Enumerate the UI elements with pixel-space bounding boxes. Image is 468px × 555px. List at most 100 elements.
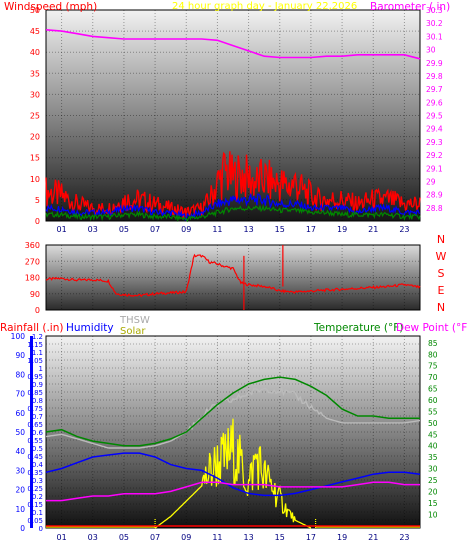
temp-x-tick: 21 xyxy=(368,533,378,542)
barometer-tick: 29.1 xyxy=(426,164,443,173)
wind-x-tick: 21 xyxy=(368,225,378,234)
rainfall-tick: 0.75 xyxy=(27,405,43,413)
compass-label: S xyxy=(438,267,445,280)
rainfall-tick: 0.4 xyxy=(32,461,44,469)
compass-label: N xyxy=(437,233,445,246)
solar-label: Solar xyxy=(120,326,146,337)
rainfall-tick: 0.6 xyxy=(32,429,44,437)
direction-tick: 360 xyxy=(25,241,40,250)
temperature-tick: 50 xyxy=(428,419,438,428)
temperature-tick: 10 xyxy=(428,510,438,519)
temp-x-tick: 11 xyxy=(212,533,222,542)
barometer-tick: 29.2 xyxy=(426,151,443,160)
wind-x-tick: 05 xyxy=(119,225,129,234)
wind-x-tick: 15 xyxy=(275,225,285,234)
rainfall-tick: 1.2 xyxy=(32,333,43,341)
temperature-tick: 60 xyxy=(428,396,438,405)
rainfall-tick: 0.05 xyxy=(27,517,43,525)
barometer-tick: 30.3 xyxy=(426,6,443,15)
wind-x-tick: 11 xyxy=(212,225,222,234)
wind-x-tick: 07 xyxy=(150,225,160,234)
direction-tick: 90 xyxy=(30,290,40,299)
humidity-tick: 70 xyxy=(15,390,25,399)
thsw-line xyxy=(45,386,421,449)
humidity-tick: 90 xyxy=(15,351,25,360)
humidity-tick: 10 xyxy=(15,505,25,514)
wind-low-line xyxy=(45,204,421,223)
wind-x-tick: 23 xyxy=(399,225,409,234)
temperature-tick: 15 xyxy=(428,499,438,508)
temp-panel: 010203040506070809010000.050.10.150.20.2… xyxy=(11,332,438,542)
rainfall-tick: 0.35 xyxy=(27,469,43,477)
rainfall-label: Rainfall (.in) xyxy=(0,322,63,334)
temperature-label: Temperature (°F) xyxy=(313,322,403,334)
compass-label: W xyxy=(436,250,447,263)
wind-x-tick: 13 xyxy=(243,225,253,234)
chart-title: 24 hour graph day - January 22,2026 xyxy=(172,1,357,12)
rainfall-tick: 0.9 xyxy=(32,381,43,389)
temperature-tick: 35 xyxy=(428,453,438,462)
rainfall-tick: 0.3 xyxy=(32,477,43,485)
windspeed-tick: 35 xyxy=(30,69,40,78)
humidity-tick: 30 xyxy=(15,466,25,475)
windspeed-tick: 25 xyxy=(30,112,40,121)
rainfall-tick: 0.8 xyxy=(32,397,43,405)
temperature-tick: 65 xyxy=(428,385,438,394)
temperature-tick: 80 xyxy=(428,350,438,359)
temperature-tick: 25 xyxy=(428,476,438,485)
rainfall-tick: 0 xyxy=(39,525,43,533)
humidity-tick: 100 xyxy=(11,332,26,341)
wind-panel: 0510152025303540455028.828.92929.129.229… xyxy=(30,6,443,234)
barometer-tick: 29.4 xyxy=(426,125,443,134)
windspeed-tick: 0 xyxy=(35,217,40,226)
rainfall-tick: 0.55 xyxy=(27,437,43,445)
thsw-label: THSW xyxy=(119,315,150,326)
windspeed-tick: 15 xyxy=(30,154,40,163)
humidity-label: Humidity xyxy=(66,322,114,334)
rainfall-tick: 0.5 xyxy=(32,445,43,453)
temp-x-tick: 07 xyxy=(150,533,160,542)
temperature-tick: 75 xyxy=(428,362,438,371)
humidity-tick: 20 xyxy=(15,486,25,495)
direction-tick: 0 xyxy=(35,306,40,315)
rainfall-tick: 1.05 xyxy=(27,357,43,365)
humidity-tick: 60 xyxy=(15,409,25,418)
humidity-tick: 50 xyxy=(15,428,25,437)
humidity-tick: 0 xyxy=(20,524,25,533)
dewpoint-line xyxy=(46,481,420,502)
windspeed-tick: 45 xyxy=(30,27,40,36)
temperature-line xyxy=(45,376,420,447)
barometer-tick: 29.8 xyxy=(426,72,443,81)
barometer-tick: 29.7 xyxy=(426,85,443,94)
windspeed-tick: 50 xyxy=(30,6,40,15)
temp-x-tick: 23 xyxy=(399,533,409,542)
rainfall-tick: 0.25 xyxy=(27,485,43,493)
rainfall-tick: 0.1 xyxy=(32,509,43,517)
temperature-tick: 70 xyxy=(428,373,438,382)
rainfall-tick: 0.85 xyxy=(27,389,43,397)
barometer-tick: 29 xyxy=(426,177,436,186)
direction-tick: 270 xyxy=(25,257,40,266)
barometer-line xyxy=(45,29,421,60)
compass-label: N xyxy=(437,301,445,314)
solar-line xyxy=(154,418,312,529)
barometer-tick: 30 xyxy=(426,46,436,55)
barometer-tick: 30.1 xyxy=(426,32,443,41)
wind-x-tick: 19 xyxy=(337,225,347,234)
temperature-tick: 30 xyxy=(428,465,438,474)
windspeed-tick: 30 xyxy=(30,90,40,99)
temperature-tick: 85 xyxy=(428,339,438,348)
temp-x-tick: 09 xyxy=(181,533,191,542)
wind-x-tick: 17 xyxy=(306,225,316,234)
wind-x-tick: 09 xyxy=(181,225,191,234)
rainfall-tick: 0.2 xyxy=(32,493,43,501)
windspeed-tick: 5 xyxy=(35,196,40,205)
wind-x-tick: 03 xyxy=(88,225,98,234)
windspeed-tick: 40 xyxy=(30,48,40,57)
barometer-label: Barometer (.in) xyxy=(370,1,450,13)
rain-axis-bar xyxy=(30,336,33,528)
temp-x-tick: 13 xyxy=(243,533,253,542)
